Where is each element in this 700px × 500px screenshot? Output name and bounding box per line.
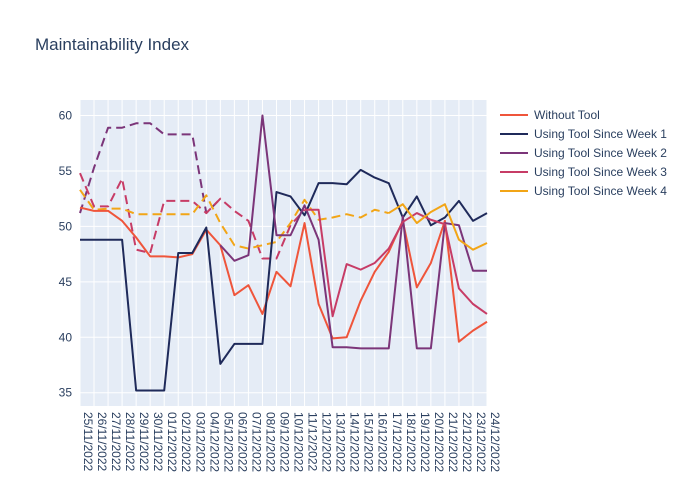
series-line-3	[304, 208, 488, 318]
x-tick-label: 12/12/2022	[320, 412, 334, 472]
legend-label: Using Tool Since Week 1	[534, 127, 667, 141]
x-tick-label: 06/12/2022	[235, 412, 249, 472]
x-tick-label: 24/12/2022	[488, 412, 502, 472]
x-tick-label: 22/12/2022	[460, 412, 474, 472]
legend-item[interactable]: Using Tool Since Week 4	[500, 184, 667, 198]
series-lines	[79, 114, 488, 392]
x-tick-label: 13/12/2022	[334, 412, 348, 472]
y-tick-label: 40	[59, 330, 73, 344]
legend-label: Using Tool Since Week 2	[534, 146, 667, 160]
x-tick-label: 07/12/2022	[249, 412, 263, 472]
y-axis: 35 40 45 50 55 60	[59, 109, 73, 400]
x-tick-label: 09/12/2022	[277, 412, 291, 472]
x-tick-label: 08/12/2022	[263, 412, 277, 472]
x-tick-label: 02/12/2022	[179, 412, 193, 472]
y-tick-label: 35	[59, 386, 73, 400]
series-line-0	[79, 206, 488, 343]
series-line-1	[80, 168, 488, 392]
y-tick-label: 55	[59, 164, 73, 178]
x-tick-label: 23/12/2022	[474, 412, 488, 472]
x-tick-label: 28/11/2022	[123, 412, 137, 471]
legend-label: Using Tool Since Week 3	[534, 165, 667, 179]
legend-item[interactable]: Using Tool Since Week 1	[500, 127, 667, 141]
x-tick-label: 20/12/2022	[432, 412, 446, 472]
series-line-6	[79, 172, 306, 260]
x-tick-label: 29/11/2022	[137, 412, 151, 471]
x-tick-label: 18/12/2022	[404, 412, 418, 472]
x-tick-label: 01/12/2022	[165, 412, 179, 472]
x-tick-label: 21/12/2022	[446, 412, 460, 472]
legend-label: Using Tool Since Week 4	[534, 184, 667, 198]
series-line-7	[79, 189, 389, 250]
x-tick-label: 17/12/2022	[390, 412, 404, 472]
x-tick-label: 19/12/2022	[418, 412, 432, 472]
x-tick-label: 30/11/2022	[151, 412, 165, 471]
x-tick-label: 27/11/2022	[109, 412, 123, 471]
x-tick-label: 15/12/2022	[362, 412, 376, 472]
x-tick-label: 14/12/2022	[348, 412, 362, 472]
y-tick-label: 50	[59, 219, 73, 233]
x-tick-label: 16/12/2022	[376, 412, 390, 472]
plot-background	[80, 100, 487, 406]
x-tick-label: 10/12/2022	[292, 412, 306, 472]
chart-title: Maintainability Index	[35, 35, 190, 54]
series-line-5	[79, 122, 222, 215]
x-tick-label: 03/12/2022	[193, 412, 207, 472]
x-tick-label: 04/12/2022	[207, 412, 221, 472]
x-tick-label: 26/11/2022	[95, 412, 109, 471]
y-tick-label: 45	[59, 275, 73, 289]
legend-item[interactable]: Without Tool	[500, 108, 600, 122]
legend: Without Tool Using Tool Since Week 1 Using…	[500, 108, 667, 198]
legend-label: Without Tool	[534, 108, 600, 122]
y-tick-label: 60	[59, 109, 73, 123]
legend-item[interactable]: Using Tool Since Week 3	[500, 165, 667, 179]
x-tick-label: 05/12/2022	[221, 412, 235, 472]
legend-item[interactable]: Using Tool Since Week 2	[500, 146, 667, 160]
x-axis: 25/11/2022 26/11/2022 27/11/2022 28/11/2022…	[81, 412, 502, 472]
series-line-2	[219, 114, 487, 350]
series-line-4	[388, 203, 488, 251]
x-tick-label: 25/11/2022	[81, 412, 95, 471]
x-tick-label: 11/12/2022	[306, 412, 320, 471]
